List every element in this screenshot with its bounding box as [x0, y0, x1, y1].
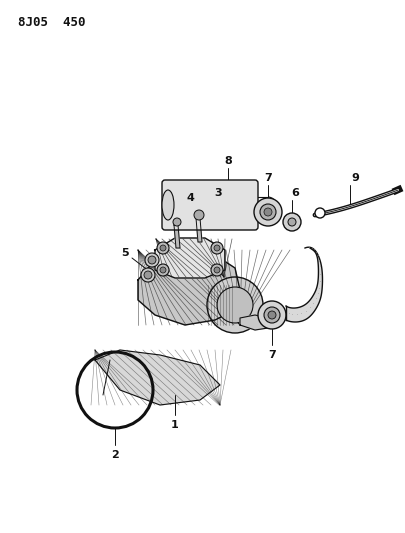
Polygon shape — [138, 250, 239, 325]
Circle shape — [144, 271, 151, 279]
Text: 9: 9 — [350, 173, 358, 183]
Circle shape — [257, 301, 285, 329]
Circle shape — [141, 268, 155, 282]
Polygon shape — [155, 238, 224, 278]
Circle shape — [160, 267, 166, 273]
Polygon shape — [95, 350, 220, 405]
Circle shape — [259, 204, 275, 220]
Circle shape — [145, 253, 159, 267]
Circle shape — [314, 208, 324, 218]
Text: 5: 5 — [121, 248, 128, 258]
Text: 7: 7 — [267, 350, 275, 360]
Text: 3: 3 — [214, 188, 221, 198]
Polygon shape — [174, 225, 179, 248]
Text: 2: 2 — [111, 450, 119, 460]
Text: 4: 4 — [185, 193, 194, 203]
Circle shape — [157, 242, 168, 254]
Text: 7: 7 — [264, 173, 271, 183]
Circle shape — [254, 198, 281, 226]
Circle shape — [263, 208, 271, 216]
Polygon shape — [239, 315, 267, 330]
Circle shape — [211, 242, 222, 254]
Circle shape — [194, 210, 203, 220]
Polygon shape — [196, 218, 202, 242]
Text: 8: 8 — [224, 156, 231, 166]
Ellipse shape — [162, 190, 174, 220]
Circle shape — [213, 267, 220, 273]
Circle shape — [267, 311, 275, 319]
Polygon shape — [285, 247, 322, 322]
Circle shape — [216, 287, 252, 323]
Circle shape — [213, 245, 220, 251]
Circle shape — [263, 307, 279, 323]
FancyBboxPatch shape — [162, 180, 257, 230]
Circle shape — [282, 213, 300, 231]
Circle shape — [148, 256, 156, 264]
Circle shape — [173, 218, 181, 226]
Circle shape — [287, 218, 295, 226]
Text: 8J05  450: 8J05 450 — [18, 15, 85, 28]
Text: 1: 1 — [171, 420, 179, 430]
Circle shape — [160, 245, 166, 251]
Circle shape — [207, 277, 262, 333]
Circle shape — [157, 264, 168, 276]
Circle shape — [211, 264, 222, 276]
Text: 6: 6 — [290, 188, 298, 198]
